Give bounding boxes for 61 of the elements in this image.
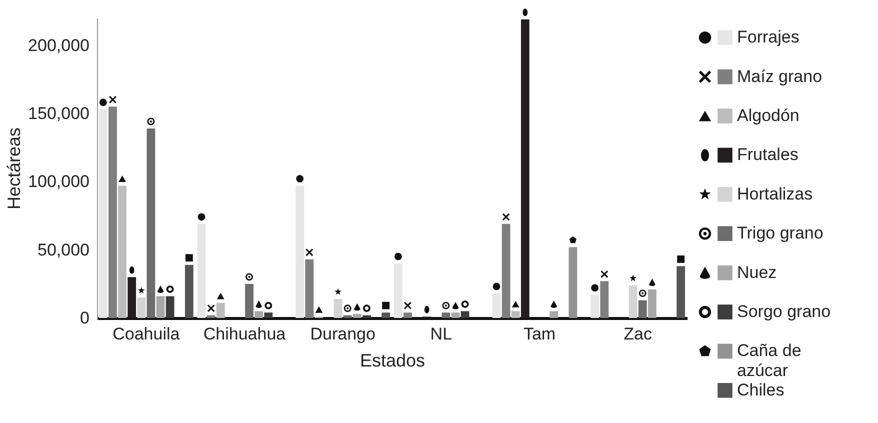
bar xyxy=(305,259,314,318)
legend-label: Maíz grano xyxy=(737,66,822,86)
legend-label: Algodón xyxy=(737,106,800,125)
bar xyxy=(676,266,686,318)
bar xyxy=(156,296,165,318)
x-tick-label: Tam xyxy=(523,324,556,344)
legend-label: Trigo grano xyxy=(737,224,824,243)
legend-label: Nuez xyxy=(737,262,777,282)
bar xyxy=(460,311,470,318)
bar xyxy=(568,247,578,318)
bar xyxy=(511,311,520,318)
bar xyxy=(245,284,254,318)
bar xyxy=(296,186,304,318)
bar xyxy=(492,293,501,318)
bar xyxy=(206,315,216,318)
bar xyxy=(442,312,450,318)
y-tick-label: 150,000 xyxy=(28,104,90,123)
bar xyxy=(118,186,126,318)
bar xyxy=(404,312,412,318)
y-tick-label: 50,000 xyxy=(38,240,90,260)
bar xyxy=(254,311,264,318)
legend-label: Chiles xyxy=(737,380,784,400)
x-tick-label: Chihuahua xyxy=(203,324,286,344)
legend-label: Caña de azúcar xyxy=(737,341,802,380)
x-tick-label: Durango xyxy=(310,324,376,344)
bar xyxy=(98,109,108,318)
bar xyxy=(600,281,609,318)
bar xyxy=(638,300,647,318)
legend-label: Hortalizas xyxy=(737,184,813,204)
legend-label: Sorgo grano xyxy=(737,302,831,321)
bar xyxy=(264,312,273,318)
bar xyxy=(108,106,117,318)
x-tick-label: NL xyxy=(430,324,452,344)
bar xyxy=(590,294,600,318)
y-tick-label: 0 xyxy=(80,308,90,328)
y-tick-label: 200,000 xyxy=(28,36,90,55)
bar xyxy=(502,224,510,318)
x-tick-label: Zac xyxy=(624,324,652,344)
bar xyxy=(184,264,194,318)
bar xyxy=(166,296,174,318)
bar xyxy=(550,311,558,318)
bar xyxy=(382,312,390,318)
bar xyxy=(362,315,371,318)
x-axis-title: Estados xyxy=(360,350,426,370)
bar xyxy=(451,312,460,318)
bar xyxy=(128,277,136,318)
legend-label: Forrajes xyxy=(737,28,800,47)
bar xyxy=(394,263,402,318)
bar xyxy=(343,315,352,318)
bar xyxy=(352,314,362,318)
legend-label: Frutales xyxy=(737,145,798,164)
bar xyxy=(334,298,342,318)
y-tick-label: 100,000 xyxy=(28,172,90,192)
bar xyxy=(520,19,530,318)
bar xyxy=(628,285,638,318)
bar xyxy=(197,224,206,318)
bar xyxy=(648,289,656,318)
x-tick-label: Coahuila xyxy=(112,324,180,344)
bar xyxy=(137,298,146,318)
y-axis-title: Hectáreas xyxy=(4,127,24,210)
bar xyxy=(146,128,156,318)
